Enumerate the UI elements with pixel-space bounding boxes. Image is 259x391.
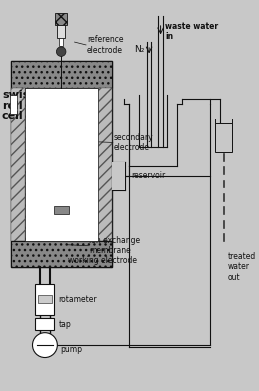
Bar [112, 161, 125, 190]
Text: waste water
in: waste water in [165, 22, 219, 41]
Bar [59, 38, 63, 46]
Text: reference
electrode: reference electrode [87, 35, 124, 55]
Bar [54, 206, 69, 214]
Text: tap: tap [58, 319, 71, 328]
Circle shape [56, 47, 66, 56]
Text: treated
water
out: treated water out [227, 252, 256, 282]
Text: working electrode: working electrode [68, 256, 137, 265]
Bar [57, 25, 65, 38]
Circle shape [32, 333, 57, 357]
Text: N₂: N₂ [134, 45, 144, 54]
Text: swiss
roll
cell: swiss roll cell [2, 90, 36, 122]
Text: ion exchange
membrane: ion exchange membrane [89, 236, 140, 255]
Text: secondary
electrode: secondary electrode [114, 133, 153, 152]
Bar [11, 61, 112, 267]
Bar [215, 123, 232, 152]
Bar [25, 88, 98, 241]
Bar [11, 241, 112, 267]
Bar [10, 95, 17, 114]
Bar [35, 284, 54, 314]
Bar [98, 88, 112, 241]
Text: reservoir: reservoir [131, 171, 165, 180]
Bar [11, 61, 112, 88]
Text: rotameter: rotameter [58, 295, 97, 304]
Bar [38, 295, 52, 303]
Text: pump: pump [60, 345, 82, 354]
Bar [55, 13, 67, 25]
Bar [35, 318, 54, 330]
Bar [11, 88, 25, 241]
